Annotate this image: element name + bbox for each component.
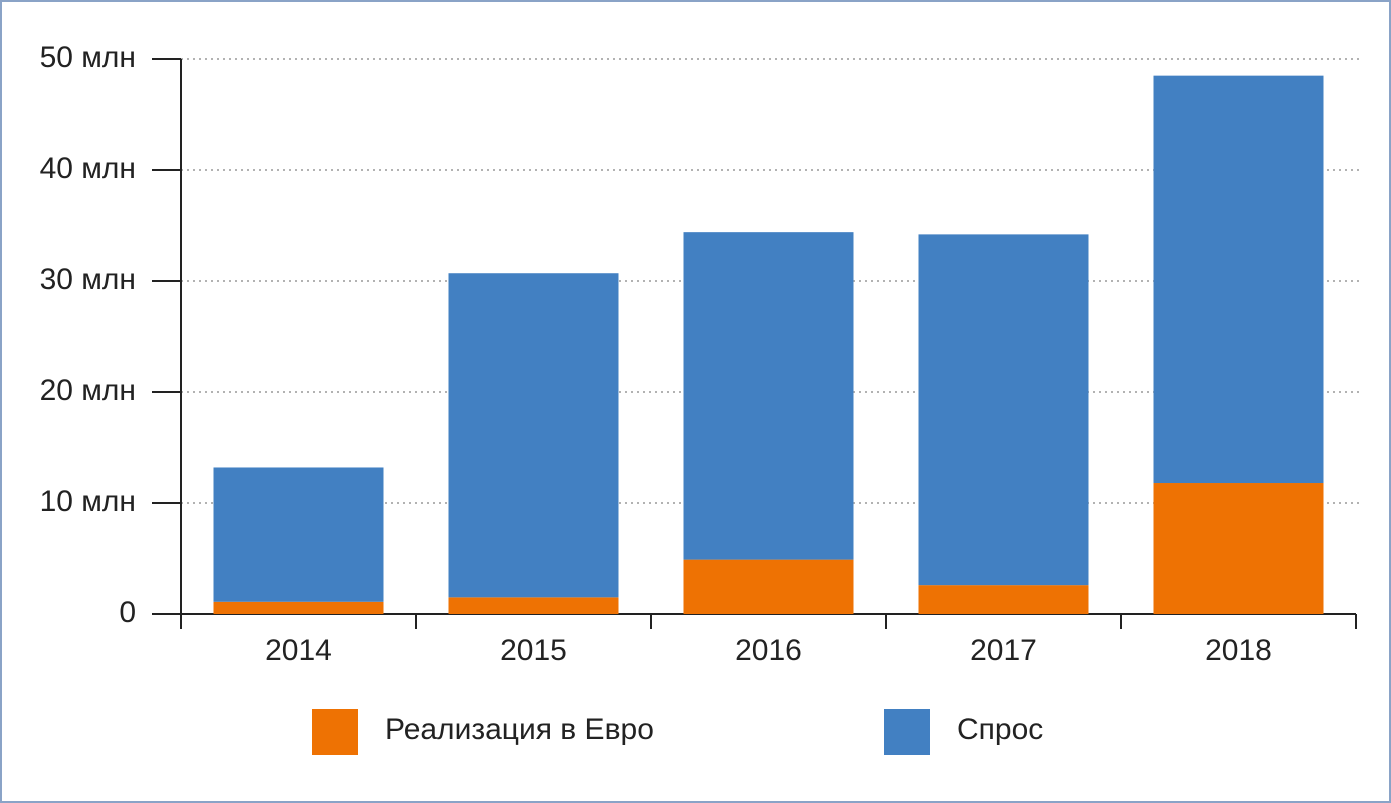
y-tick-label: 20 млн: [40, 374, 136, 407]
x-tick-label: 2015: [500, 634, 567, 667]
y-tick-label: 30 млн: [40, 263, 136, 296]
y-tick-label: 10 млн: [40, 485, 136, 518]
bar-segment: [448, 273, 619, 598]
legend-swatch: [312, 709, 358, 755]
y-tick-label: 50 млн: [40, 41, 136, 74]
y-tick-label: 0: [119, 596, 136, 629]
x-tick-label: 2014: [265, 634, 332, 667]
bar-segment: [448, 597, 619, 614]
bar-segment: [918, 585, 1089, 614]
y-tick-label: 40 млн: [40, 152, 136, 185]
bar-segment: [918, 234, 1089, 586]
bar-segment: [213, 467, 384, 602]
legend-label: Спрос: [957, 713, 1043, 746]
x-tick-label: 2017: [970, 634, 1037, 667]
bar-segment: [1153, 75, 1324, 484]
bar-segment: [213, 601, 384, 614]
x-tick-label: 2018: [1205, 634, 1272, 667]
legend-label: Реализация в Евро: [385, 713, 654, 746]
bar-segment: [683, 232, 854, 560]
bar-segment: [1153, 483, 1324, 614]
bar-segment: [683, 559, 854, 614]
legend-swatch: [884, 709, 930, 755]
x-tick-label: 2016: [735, 634, 802, 667]
